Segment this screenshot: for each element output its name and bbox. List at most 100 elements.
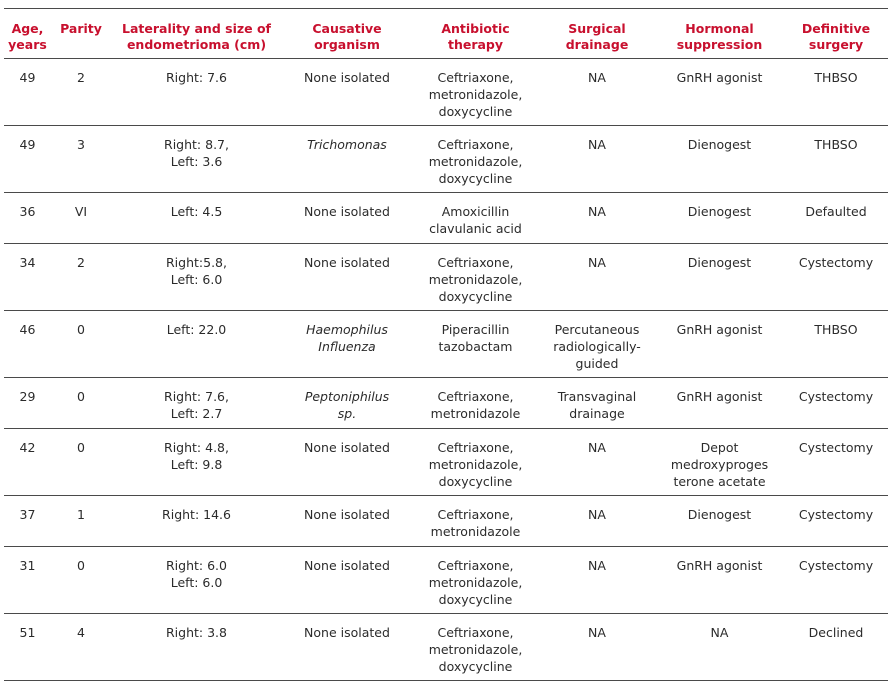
cell-organism: Trichomonas [282,125,412,193]
cell-organism: None isolated [282,192,412,244]
cell-age: 49 [4,58,51,126]
cell-surgery: Cystectomy [784,495,888,547]
cell-antibiotic: Ceftriaxone, metronidazole, doxycycline [412,613,539,681]
cell-parity: 2 [51,58,111,126]
cell-organism: Peptoniphilus sp. [282,377,412,429]
header-causative-organism: Causative organism [282,8,412,59]
cell-antibiotic: Ceftriaxone, metronidazole, doxycycline [412,428,539,496]
header-parity: Parity [51,8,111,59]
cell-parity: 1 [51,495,111,547]
cell-hormonal: Dienogest [655,243,784,311]
cell-parity: 0 [51,428,111,496]
data-table: Age, years Parity Laterality and size of… [4,8,888,681]
table-row: 36 VI Left: 4.5 None isolated Amoxicilli… [4,192,888,244]
cell-antibiotic: Ceftriaxone, metronidazole [412,495,539,547]
cell-laterality-size: Right: 8.7, Left: 3.6 [111,125,282,193]
cell-age: 31 [4,546,51,614]
table-row: 42 0 Right: 4.8, Left: 9.8 None isolated… [4,428,888,496]
cell-surgery: Cystectomy [784,377,888,429]
cell-age: 51 [4,613,51,681]
cell-parity: 3 [51,125,111,193]
cell-surgery: Cystectomy [784,428,888,496]
cell-antibiotic: Ceftriaxone, metronidazole, doxycycline [412,58,539,126]
header-row: Age, years Parity Laterality and size of… [4,8,888,59]
cell-antibiotic: Ceftriaxone, metronidazole, doxycycline [412,125,539,193]
cell-organism: Haemophilus Influenza [282,310,412,378]
cell-age: 42 [4,428,51,496]
cell-laterality-size: Right: 3.8 [111,613,282,681]
cell-surgery: Cystectomy [784,243,888,311]
table-row: 34 2 Right:5.8, Left: 6.0 None isolated … [4,243,888,311]
cell-drainage: NA [539,546,655,614]
cell-age: 34 [4,243,51,311]
cell-age: 49 [4,125,51,193]
cell-drainage: NA [539,428,655,496]
cell-laterality-size: Right: 6.0 Left: 6.0 [111,546,282,614]
cell-organism: None isolated [282,546,412,614]
cell-parity: 0 [51,310,111,378]
cell-hormonal: Dienogest [655,495,784,547]
cell-drainage: NA [539,125,655,193]
cell-organism: None isolated [282,243,412,311]
header-surgical-drainage: Surgical drainage [539,8,655,59]
cell-surgery: THBSO [784,58,888,126]
cell-hormonal: NA [655,613,784,681]
header-hormonal-suppression: Hormonal suppression [655,8,784,59]
cell-surgery: THBSO [784,310,888,378]
table-row: 46 0 Left: 22.0 Haemophilus Influenza Pi… [4,310,888,378]
cell-laterality-size: Right:5.8, Left: 6.0 [111,243,282,311]
table-row: 49 2 Right: 7.6 None isolated Ceftriaxon… [4,58,888,126]
cell-hormonal: Dienogest [655,192,784,244]
cell-antibiotic: Amoxicillin clavulanic acid [412,192,539,244]
cell-laterality-size: Right: 4.8, Left: 9.8 [111,428,282,496]
cell-parity: VI [51,192,111,244]
cell-parity: 2 [51,243,111,311]
cell-laterality-size: Right: 14.6 [111,495,282,547]
cell-hormonal: GnRH agonist [655,546,784,614]
cell-parity: 0 [51,546,111,614]
cell-parity: 4 [51,613,111,681]
cell-surgery: Cystectomy [784,546,888,614]
cell-hormonal: GnRH agonist [655,58,784,126]
cell-hormonal: Depot medroxyproges terone acetate [655,428,784,496]
cell-laterality-size: Left: 22.0 [111,310,282,378]
header-age-line1: Age, years [8,21,47,52]
cell-organism: None isolated [282,613,412,681]
table-row: 29 0 Right: 7.6, Left: 2.7 Peptoniphilus… [4,377,888,429]
cell-antibiotic: Ceftriaxone, metronidazole, doxycycline [412,243,539,311]
table-row: 37 1 Right: 14.6 None isolated Ceftriaxo… [4,495,888,547]
cell-age: 36 [4,192,51,244]
cell-laterality-size: Left: 4.5 [111,192,282,244]
header-laterality-size: Laterality and size of endometrioma (cm) [111,8,282,59]
cell-surgery: THBSO [784,125,888,193]
cell-surgery: Declined [784,613,888,681]
cell-drainage: NA [539,58,655,126]
cell-parity: 0 [51,377,111,429]
cell-antibiotic: Ceftriaxone, metronidazole [412,377,539,429]
header-age: Age, years [4,8,51,59]
cell-drainage: Transvaginal drainage [539,377,655,429]
cell-age: 37 [4,495,51,547]
cell-drainage: Percutaneous radiologically- guided [539,310,655,378]
cell-hormonal: GnRH agonist [655,310,784,378]
cell-laterality-size: Right: 7.6, Left: 2.7 [111,377,282,429]
header-definitive-surgery: Definitive surgery [784,8,888,59]
header-antibiotic-therapy: Antibiotic therapy [412,8,539,59]
cell-laterality-size: Right: 7.6 [111,58,282,126]
cell-age: 46 [4,310,51,378]
cell-organism: None isolated [282,428,412,496]
cell-drainage: NA [539,192,655,244]
cell-antibiotic: Ceftriaxone, metronidazole, doxycycline [412,546,539,614]
cell-drainage: NA [539,495,655,547]
table-row: 49 3 Right: 8.7, Left: 3.6 Trichomonas C… [4,125,888,193]
cell-hormonal: Dienogest [655,125,784,193]
cell-age: 29 [4,377,51,429]
cell-drainage: NA [539,243,655,311]
cell-organism: None isolated [282,58,412,126]
table-row: 51 4 Right: 3.8 None isolated Ceftriaxon… [4,613,888,681]
cell-organism: None isolated [282,495,412,547]
cell-drainage: NA [539,613,655,681]
cell-antibiotic: Piperacillin tazobactam [412,310,539,378]
table-row: 31 0 Right: 6.0 Left: 6.0 None isolated … [4,546,888,614]
cell-surgery: Defaulted [784,192,888,244]
